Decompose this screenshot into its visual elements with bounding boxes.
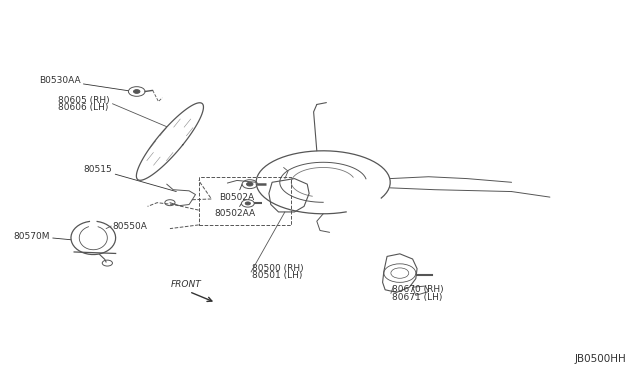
Text: 80502AA: 80502AA	[214, 203, 256, 218]
Text: 80500 (RH): 80500 (RH)	[252, 264, 303, 273]
Circle shape	[246, 182, 253, 186]
Text: JB0500HH: JB0500HH	[575, 354, 627, 364]
Text: 80515: 80515	[84, 165, 176, 192]
Text: 80606 (LH): 80606 (LH)	[58, 103, 109, 112]
Text: 80605 (RH): 80605 (RH)	[58, 96, 110, 105]
Circle shape	[245, 202, 250, 205]
Text: FRONT: FRONT	[170, 280, 201, 289]
Circle shape	[134, 90, 140, 93]
Text: 80670 (RH): 80670 (RH)	[392, 285, 443, 294]
Text: 80501 (LH): 80501 (LH)	[252, 271, 302, 280]
Text: 80671 (LH): 80671 (LH)	[392, 293, 442, 302]
Text: 80570M: 80570M	[13, 231, 71, 241]
Text: B0502A: B0502A	[219, 184, 254, 202]
Text: B0530AA: B0530AA	[39, 76, 129, 91]
Text: 80550A: 80550A	[113, 221, 147, 231]
